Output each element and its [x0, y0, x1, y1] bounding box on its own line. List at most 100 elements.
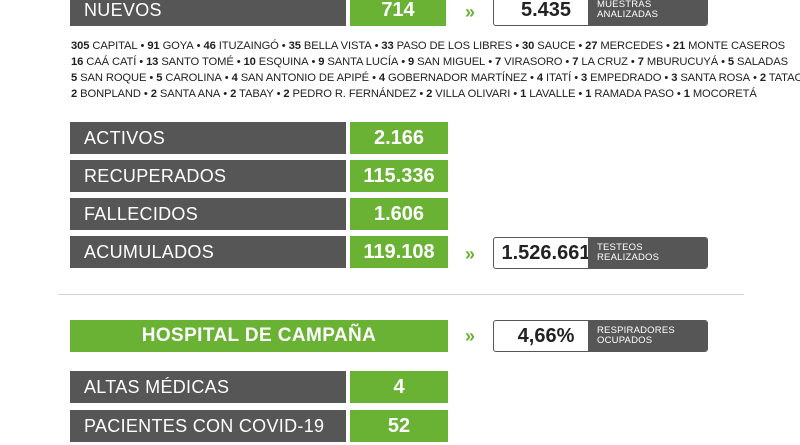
city-name: GOYA — [159, 40, 194, 52]
separator-dot: • — [565, 56, 570, 68]
city-count: 21 — [672, 40, 686, 52]
city-count: 2 — [759, 72, 766, 84]
city-list: 305 CAPITAL • 91 GOYA • 46 ITUZAINGÓ • 35 BELL… — [71, 38, 800, 102]
separator-dot: • — [574, 72, 579, 84]
city-name: LAVALLE — [526, 88, 576, 100]
stat-label-acumulados: ACUMULADOS — [70, 236, 346, 268]
city-count: 7 — [495, 56, 502, 68]
separator-dot: • — [578, 88, 583, 100]
separator-dot: • — [196, 40, 201, 52]
city-count: 1 — [520, 88, 527, 100]
city-name: TABAY — [236, 88, 274, 100]
city-name: CAÁ CATÍ — [83, 56, 137, 68]
city-count: 3 — [671, 72, 678, 84]
city-count: 30 — [522, 40, 535, 52]
city-count: 4 — [378, 72, 386, 84]
city-name: CAPITAL — [89, 40, 138, 52]
city-count: 7 — [637, 56, 644, 68]
separator-dot: • — [140, 40, 145, 52]
separator-dot: • — [513, 88, 518, 100]
city-name: SAN ROQUE — [77, 72, 147, 84]
separator-dot: • — [419, 88, 424, 100]
hospital-title-text: HOSPITAL DE CAMPAÑA — [141, 325, 377, 346]
city-name: VILLA OLIVARI — [432, 88, 511, 100]
city-name: SAN MIGUEL — [414, 56, 486, 68]
city-name: RAMADA PASO — [591, 88, 674, 100]
city-count: 27 — [585, 40, 598, 52]
testeos-box: 1.526.661 TESTEOS REALIZADOS — [493, 237, 708, 269]
stat-value-acumulados: 119.108 — [350, 236, 448, 268]
city-count: 305 — [71, 40, 90, 52]
city-count: 9 — [318, 56, 325, 68]
separator-dot: • — [515, 40, 520, 52]
city-count: 35 — [288, 40, 301, 52]
city-name: BELLA VISTA — [300, 40, 372, 52]
city-count: 46 — [203, 40, 216, 52]
respiradores-value: 4,66% — [517, 324, 575, 347]
city-count: 91 — [147, 40, 160, 52]
city-count: 2 — [283, 88, 290, 100]
separator-dot: • — [630, 56, 635, 68]
nuevos-label: NUEVOS — [70, 0, 346, 26]
respiradores-box: 4,66% RESPIRADORES OCUPADOS — [493, 320, 708, 352]
city-line: 305 CAPITAL • 91 GOYA • 46 ITUZAINGÓ • 35 BELL… — [71, 38, 785, 54]
chevron-icon: » — [464, 1, 475, 22]
muestras-box: 5.435 MUESTRAS ANALIZADAS — [493, 0, 708, 26]
separator-dot: • — [236, 56, 241, 68]
city-count: 2 — [71, 88, 78, 100]
stat-label-activos: ACTIVOS — [70, 122, 346, 154]
city-name: SANTA LUCÍA — [324, 56, 399, 68]
city-count: 9 — [408, 56, 415, 68]
separator-dot: • — [276, 88, 281, 100]
hospital-row-label: PACIENTES CON COVID-19 — [70, 410, 346, 442]
city-name: PEDRO R. FERNÁNDEZ — [289, 88, 417, 100]
city-name: ESQUINA — [255, 56, 309, 68]
separator-dot: • — [149, 72, 154, 84]
city-name: SALADAS — [734, 56, 788, 68]
city-count: 3 — [581, 72, 588, 84]
city-count: 33 — [381, 40, 394, 52]
separator-dot: • — [372, 72, 376, 84]
stat-label-recuperados: RECUPERADOS — [70, 160, 346, 192]
nuevos-label-text: NUEVOS — [84, 0, 162, 20]
city-name: GOBERNADOR MARTÍNEZ — [385, 72, 528, 84]
hospital-row-label: ALTAS MÉDICAS — [70, 371, 346, 403]
section-divider — [58, 294, 744, 295]
separator-dot: • — [721, 56, 725, 68]
stat-value-recuperados: 115.336 — [350, 160, 448, 192]
separator-dot: • — [401, 56, 406, 68]
city-name: SAN ANTONIO DE APIPÉ — [237, 72, 370, 84]
city-name: EMPEDRADO — [587, 72, 662, 84]
separator-dot: • — [311, 56, 316, 68]
nuevos-value: 714 — [350, 0, 446, 26]
city-count: 2 — [426, 88, 433, 100]
nuevos-value-text: 714 — [381, 0, 415, 21]
city-count: 16 — [71, 56, 84, 68]
city-name: SANTA ROSA — [677, 72, 750, 84]
city-name: PASO DE LOS LIBRES — [393, 40, 513, 52]
city-name: VIRASORO — [501, 56, 563, 68]
city-line: 16 CAÁ CATÍ • 13 SANTO TOMÉ • 10 ESQUINA • 9 S… — [71, 54, 788, 70]
city-count: 4 — [231, 72, 238, 84]
testeos-value: 1.526.661 — [501, 241, 591, 264]
separator-dot: • — [530, 72, 534, 84]
city-name: MBURUCUYÁ — [643, 56, 719, 68]
separator-dot: • — [676, 88, 681, 100]
city-count: 2 — [230, 88, 237, 100]
separator-dot: • — [488, 56, 493, 68]
city-name: CAROLINA — [162, 72, 222, 84]
hospital-row-value: 52 — [350, 410, 448, 442]
city-name: SANTO TOMÉ — [158, 56, 234, 68]
separator-dot: • — [223, 88, 228, 100]
chevron-icon: » — [464, 243, 475, 264]
city-count: 13 — [146, 56, 159, 68]
city-name: SAUCE — [534, 40, 576, 52]
city-name: BONPLAND — [77, 88, 141, 100]
city-count: 7 — [572, 56, 579, 68]
city-name: MOCORETÁ — [689, 88, 757, 100]
city-count: 5 — [71, 72, 78, 84]
separator-dot: • — [666, 40, 670, 52]
muestras-caption: MUESTRAS ANALIZADAS — [588, 0, 707, 25]
city-name: ITUZAINGÓ — [215, 40, 279, 52]
city-name: SANTA ANA — [156, 88, 221, 100]
